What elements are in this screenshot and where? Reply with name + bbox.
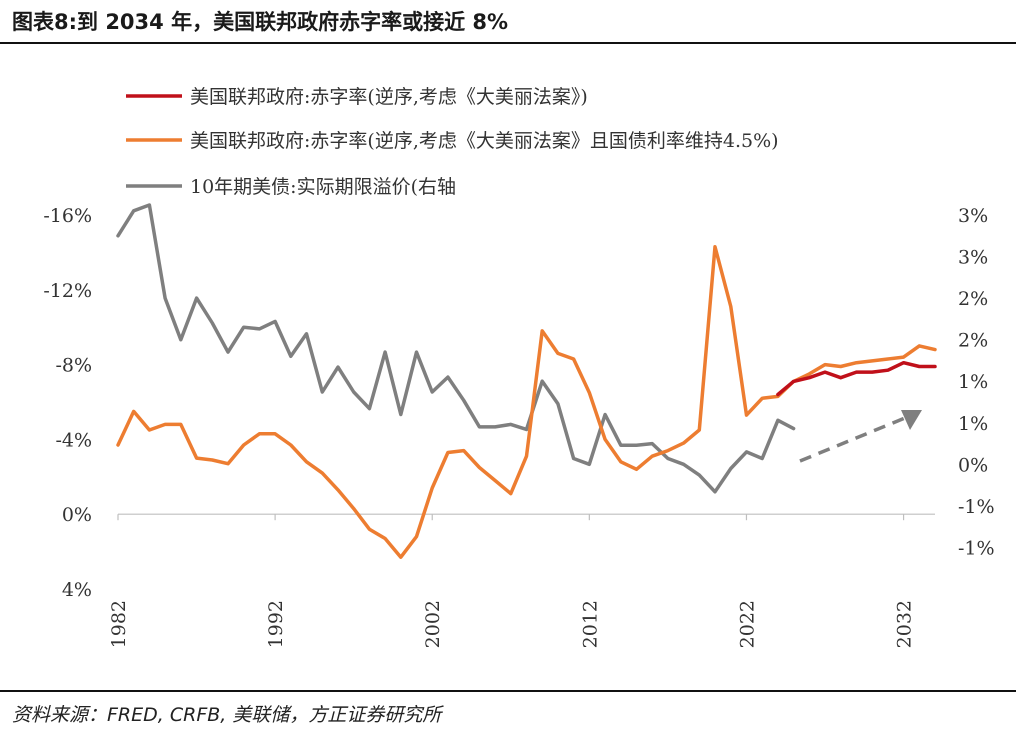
right-tick-label: 2% [958,330,988,352]
right-tick-label: 1% [958,413,988,435]
left-tick-label: -16% [43,205,92,227]
right-tick-label: -1% [958,496,995,518]
left-tick-label: -8% [55,355,92,377]
right-tick-label: 3% [958,247,988,269]
left-tick-label: -4% [55,429,92,451]
axes: -16% -12% -8% -4% 0% 4% 3% 3% 2% 2% 1% 1% 0% -1% -1% 19… [43,205,994,648]
right-tick-label: 0% [958,454,988,476]
series-line-deficit-obbb-4.5 [116,245,937,559]
x-tick-label: 1992 [265,600,287,648]
bottom-rule [0,690,1016,692]
series-line-deficit-obbb [776,360,937,397]
legend-label: 美国联邦政府:赤字率(逆序,考虑《大美丽法案》且国债利率维持4.5%) [190,130,779,152]
source-note: 资料来源：FRED, CRFB, 美联储，方正证券研究所 [12,704,442,726]
chart-title: 图表8:到 2034 年，美国联邦政府赤字率或接近 8% [12,10,509,34]
legend-label: 10年期美债:实际期限溢价(右轴 [190,176,456,198]
x-tick-label: 2032 [894,600,916,648]
legend-label: 美国联邦政府:赤字率(逆序,考虑《大美丽法案》) [190,86,588,108]
right-tick-label: 1% [958,371,988,393]
left-tick-label: 0% [62,504,92,526]
legend: 美国联邦政府:赤字率(逆序,考虑《大美丽法案》) 美国联邦政府:赤字率(逆序,考虑… [126,86,779,198]
x-tick-label: 2022 [736,600,758,648]
series-line-term-premium [116,203,796,494]
trend-arrow-head [901,410,922,430]
right-tick-label: 3% [958,205,988,227]
left-tick-label: 4% [62,579,92,601]
trend-arrow-line [799,416,906,463]
series-lines [116,203,937,559]
annotations [799,410,922,463]
x-tick-label: 2012 [579,600,601,648]
x-tick-label: 2002 [422,600,444,648]
right-tick-label: -1% [958,537,995,559]
left-tick-label: -12% [43,280,92,302]
chart-canvas: -16% -12% -8% -4% 0% 4% 3% 3% 2% 2% 1% 1% 0% -1% -1% 19… [43,86,994,648]
x-tick-label: 1982 [108,600,130,648]
top-rule [0,42,1016,44]
right-tick-label: 2% [958,288,988,310]
